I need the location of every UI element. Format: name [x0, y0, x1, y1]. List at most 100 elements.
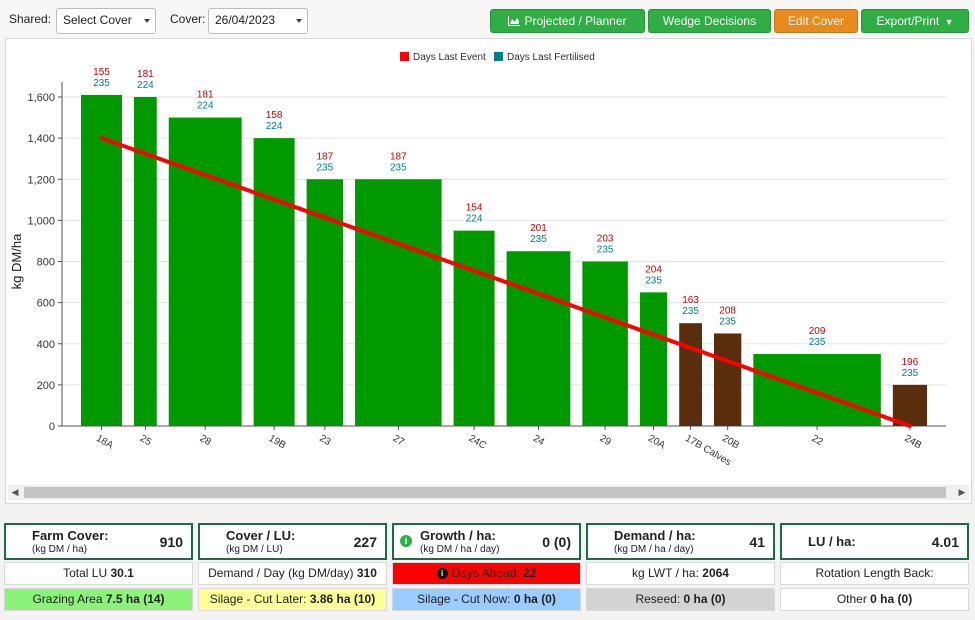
projected-planner-label: Projected / Planner [524, 14, 627, 28]
silage-cut-now-cell: Silage - Cut Now: 0 ha (0) [392, 588, 581, 611]
farm-cover-unit: (kg DM / ha) [32, 544, 88, 555]
reseed-label: Reseed: [635, 592, 681, 606]
x-tick-label: 22 [810, 433, 826, 448]
info-icon[interactable]: i [400, 535, 412, 547]
demand-unit: (kg DM / ha / day) [614, 544, 694, 555]
farm-cover-value: 910 [159, 534, 183, 550]
days-last-fertilised-label: 235 [682, 306, 699, 317]
y-tick-label: 800 [37, 257, 55, 269]
days-last-fertilised-label: 224 [197, 101, 214, 112]
growth-value: 0 (0) [542, 534, 571, 550]
x-tick-label: 20A [646, 433, 667, 452]
silage-cut-later-cell: Silage - Cut Later: 3.86 ha (10) [198, 588, 387, 611]
bar [753, 354, 881, 426]
wedge-decisions-button[interactable]: Wedge Decisions [648, 9, 771, 33]
days-last-fertilised-label: 224 [137, 80, 154, 91]
caret-down-icon: ▼ [944, 17, 954, 27]
days-last-event-label: 187 [390, 151, 407, 162]
cover-lu-stat: Cover / LU: (kg DM / LU) 227 [198, 523, 387, 560]
y-tick-label: 1,000 [27, 215, 55, 227]
demand-stat: Demand / ha: (kg DM / ha / day) 41 [586, 523, 775, 560]
lu-ha-value: 4.01 [931, 534, 959, 550]
days-last-fertilised-label: 235 [316, 162, 333, 173]
kg-lwt-cell: kg LWT / ha: 2064 [586, 562, 775, 585]
other-label: Other [836, 592, 867, 606]
x-tick-label: 27 [391, 433, 407, 448]
scroll-left-icon[interactable]: ◀ [11, 487, 19, 497]
days-last-event-label: 155 [93, 67, 110, 78]
y-tick-label: 200 [37, 380, 55, 392]
days-last-event-label: 181 [137, 69, 154, 80]
info-icon[interactable]: i [436, 568, 448, 579]
lu-ha-stat: LU / ha: 4.01 [780, 523, 969, 560]
rotation-length-cell: Rotation Length Back: [780, 562, 969, 585]
y-tick-label: 0 [49, 421, 55, 433]
target-line [99, 136, 912, 428]
days-last-event-label: 208 [719, 305, 736, 316]
days-ahead-label: Days Ahead: [451, 566, 520, 580]
bar [133, 97, 157, 426]
chart-scrollbar[interactable]: ◀ ▶ [8, 485, 969, 500]
scroll-thumb[interactable] [24, 487, 946, 498]
projected-planner-button[interactable]: Projected / Planner [490, 9, 645, 33]
days-last-event-label: 154 [466, 203, 483, 214]
y-tick-label: 600 [37, 298, 55, 310]
days-last-event-label: 158 [266, 110, 283, 121]
farm-cover-stat: Farm Cover: (kg DM / ha) 910 [4, 523, 193, 560]
bar [639, 292, 668, 426]
grazing-area-label: Grazing Area [32, 592, 103, 606]
reseed-cell: Reseed: 0 ha (0) [586, 588, 775, 611]
bar [355, 179, 442, 426]
area-chart-icon [508, 16, 521, 26]
demand-day-label: Demand / Day (kg DM/day) [208, 566, 354, 580]
growth-title: Growth / ha: [420, 528, 496, 543]
legend-swatch [400, 52, 409, 61]
grazing-area-value: 7.5 ha (14) [105, 592, 165, 606]
kg-lwt-value: 2064 [702, 566, 729, 580]
bar [582, 261, 628, 426]
legend-swatch [494, 52, 503, 61]
edit-cover-button[interactable]: Edit Cover [774, 9, 858, 33]
x-tick-label: 24B [902, 433, 923, 452]
demand-value: 41 [749, 534, 765, 550]
farm-cover-title: Farm Cover: [32, 528, 109, 543]
y-tick-label: 1,600 [27, 92, 55, 104]
legend-label: Days Last Fertilised [507, 52, 595, 63]
cover-date-select[interactable]: 26/04/2023 [208, 8, 308, 34]
chevron-down-icon [296, 19, 302, 23]
growth-stat: i Growth / ha: (kg DM / ha / day) 0 (0) [392, 523, 581, 560]
demand-title: Demand / ha: [614, 528, 696, 543]
bar [253, 138, 295, 426]
days-last-event-label: 196 [902, 357, 919, 368]
shared-select-value: Select Cover [63, 13, 132, 27]
scroll-right-icon[interactable]: ▶ [958, 487, 966, 497]
export-print-button[interactable]: Export/Print ▼ [861, 9, 969, 33]
x-tick-label: 25 [138, 433, 154, 448]
days-last-fertilised-label: 224 [266, 121, 283, 132]
cover-date-value: 26/04/2023 [215, 13, 276, 27]
total-lu-value: 30.1 [110, 566, 134, 580]
days-last-fertilised-label: 235 [530, 234, 547, 245]
days-last-fertilised-label: 235 [902, 368, 919, 379]
toolbar: Shared: Select Cover Cover: 26/04/2023 P… [0, 0, 975, 40]
bar [892, 384, 927, 426]
demand-day-cell: Demand / Day (kg DM/day) 310 [198, 562, 387, 585]
days-last-fertilised-label: 235 [645, 275, 662, 286]
silage-cut-now-value: 0 ha (0) [513, 592, 556, 606]
days-last-fertilised-label: 235 [809, 337, 826, 348]
shared-label: Shared: [9, 12, 52, 26]
kg-lwt-label: kg LWT / ha: [632, 566, 699, 580]
days-last-event-label: 204 [645, 264, 662, 275]
bar [81, 94, 122, 426]
x-tick-label: 23 [317, 433, 333, 448]
silage-cut-later-value: 3.86 ha (10) [309, 592, 376, 606]
legend-label: Days Last Event [413, 52, 486, 63]
other-value: 0 ha (0) [870, 592, 913, 606]
days-last-fertilised-label: 235 [597, 245, 614, 256]
x-tick-label: 18A [94, 433, 115, 452]
bar [453, 230, 495, 426]
days-last-fertilised-label: 235 [93, 78, 110, 89]
y-tick-label: 400 [37, 339, 55, 351]
shared-cover-select[interactable]: Select Cover [56, 8, 156, 34]
y-axis-title: kg DM/ha [9, 233, 24, 289]
